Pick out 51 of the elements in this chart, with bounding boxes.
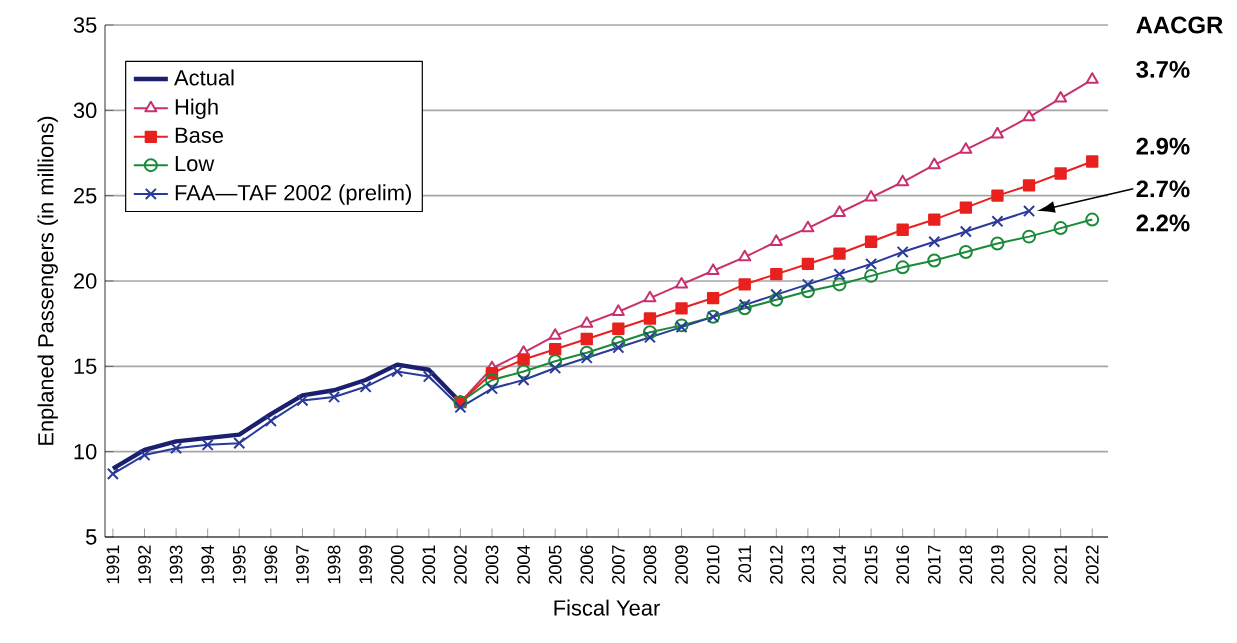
legend-label: Actual [174, 69, 234, 86]
legend-label: Low [175, 156, 215, 172]
x-tick-label: 2013 [801, 545, 815, 584]
x-tick-label: 2010 [706, 545, 720, 584]
x-tick-label: 2011 [738, 545, 752, 583]
y-tick-label: 5 [85, 529, 97, 545]
x-tick-label: 1996 [264, 545, 278, 584]
legend-label: High [175, 98, 218, 119]
x-tick-label: 2014 [833, 545, 846, 584]
x-tick-label: 1994 [201, 545, 215, 584]
x-tick-label: 2007 [612, 545, 625, 584]
legend-label: Base [175, 127, 224, 143]
y-tick-label: 15 [74, 358, 97, 374]
text: 2.9% [1136, 137, 1190, 155]
y-axis-title: Enplaned Passengers (in millions) [37, 116, 58, 445]
x-axis-title: Fiscal Year [554, 599, 660, 616]
x-tick-label: 2006 [580, 545, 594, 584]
x-tick-label: 1992 [138, 545, 151, 584]
x-tick-label: 2002 [454, 545, 467, 584]
x-tick-label: 2005 [548, 545, 562, 584]
text: 2.2% [1136, 214, 1190, 232]
text: 2.7% [1136, 180, 1190, 198]
x-tick-label: 2016 [896, 545, 910, 584]
y-tick-label: 35 [73, 17, 97, 33]
x-tick-label: 1995 [232, 545, 246, 584]
x-tick-label: 2012 [769, 545, 783, 584]
x-tick-label: 2017 [927, 545, 941, 584]
x-tick-label: 2015 [864, 545, 878, 584]
text: 3.7% [1136, 60, 1190, 78]
text: AACGR [1136, 16, 1223, 34]
x-tick-label: 2022 [1085, 545, 1099, 584]
x-tick-label: 2000 [390, 545, 404, 584]
x-tick-label: 1998 [327, 545, 341, 584]
y-tick-label: 10 [74, 443, 97, 460]
x-tick-label: 2008 [643, 545, 657, 584]
x-tick-label: 1991 [106, 545, 120, 584]
x-tick-label: 2019 [991, 545, 1004, 584]
x-tick-label: 2009 [675, 545, 688, 584]
legend-label: FAA—TAF 2002 (prelim) [175, 184, 411, 205]
x-tick-label: 2018 [959, 545, 973, 584]
x-tick-label: 2020 [1022, 545, 1036, 584]
y-tick-label: 25 [74, 187, 97, 204]
x-tick-label: 2003 [485, 545, 499, 584]
y-tick-label: 20 [74, 273, 97, 289]
x-tick-label: 1999 [359, 545, 372, 584]
x-tick-label: 2004 [517, 545, 530, 584]
x-tick-label: 2001 [422, 545, 436, 584]
y-tick-label: 30 [73, 102, 97, 119]
x-tick-label: 1993 [169, 545, 183, 584]
x-tick-label: 2021 [1054, 545, 1067, 584]
x-tick-label: 1997 [296, 545, 309, 584]
